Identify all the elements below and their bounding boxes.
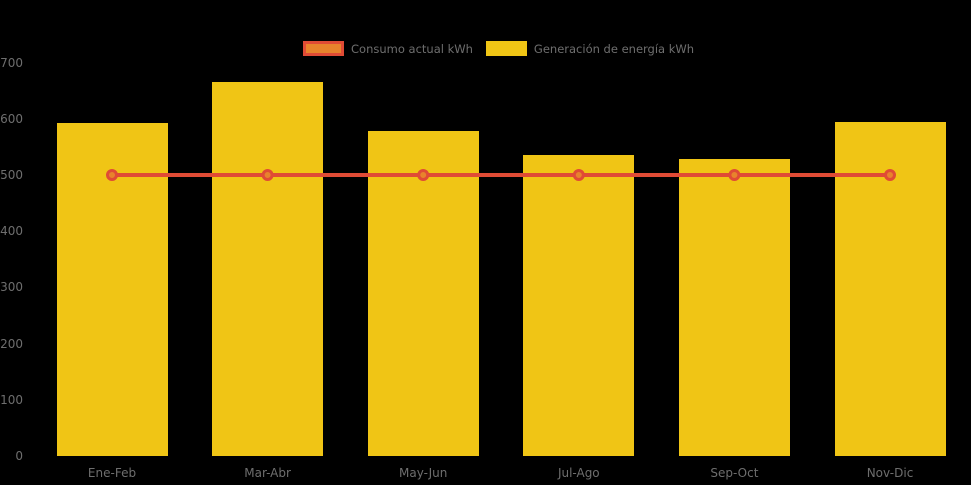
y-axis-tick-label: 700 (0, 55, 23, 70)
y-axis-tick-label: 300 (0, 280, 23, 295)
legend-label: Consumo actual kWh (351, 41, 473, 56)
bar-sep-oct (678, 158, 790, 456)
legend-swatch-icon (303, 41, 344, 56)
bar-nov-dic (834, 122, 946, 456)
bar-ene-feb (56, 123, 168, 456)
x-axis-tick-label: Jul-Ago (557, 466, 600, 480)
legend-swatch-icon (485, 41, 527, 56)
x-axis-tick-label: May-Jun (399, 466, 448, 480)
x-axis-tick-label: Nov-Dic (866, 466, 914, 480)
y-axis-tick-label: 400 (0, 224, 23, 239)
legend-item-consumo[interactable]: Consumo actual kWh (303, 41, 473, 56)
legend-item-generacion[interactable]: Generación de energía kWh (485, 41, 695, 56)
x-axis-tick-label: Ene-Feb (87, 466, 137, 480)
chart-legend: Consumo actual kWh Generación de energía … (303, 41, 694, 56)
bar-jul-ago (523, 154, 635, 456)
x-axis-tick-label: Mar-Abr (244, 466, 291, 480)
bar-may-jun (367, 131, 479, 456)
y-axis-tick-label: 600 (0, 111, 23, 126)
legend-label: Generación de energía kWh (533, 41, 695, 56)
bar-mar-abr (212, 81, 324, 456)
y-axis-tick-label: 0 (15, 449, 23, 463)
x-axis-tick-label: Sep-Oct (710, 466, 759, 480)
y-axis-tick-label: 200 (0, 336, 23, 351)
y-axis-tick-label: 500 (0, 168, 23, 182)
y-axis-tick-label: 100 (0, 392, 23, 407)
